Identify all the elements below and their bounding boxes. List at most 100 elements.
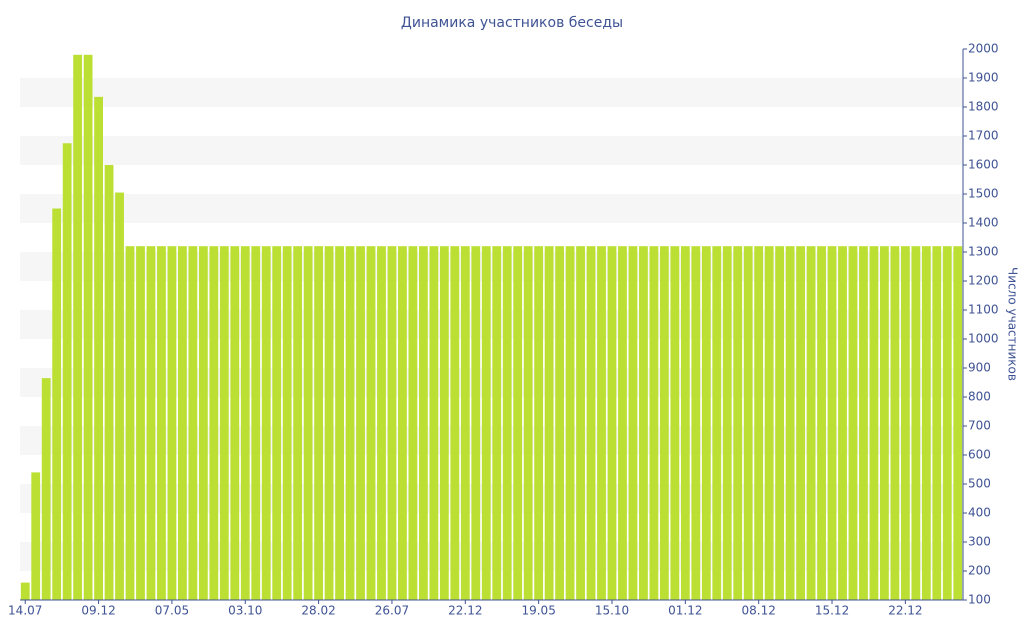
bar — [418, 246, 428, 600]
bar — [764, 246, 774, 600]
bar — [356, 246, 365, 600]
chart-title: Динамика участников беседы — [401, 15, 623, 31]
grid-band — [20, 252, 963, 281]
bar — [261, 246, 271, 600]
bar — [73, 54, 83, 601]
y-tick-label: 1000 — [968, 332, 999, 346]
x-tick-label: 28.02 — [301, 604, 335, 618]
bar — [219, 246, 229, 600]
x-tick-label: 01.12 — [668, 604, 702, 618]
y-tick-label: 2000 — [968, 42, 999, 56]
bar — [921, 246, 931, 600]
y-tick-label: 1100 — [968, 303, 999, 317]
bar — [115, 192, 124, 601]
bar — [125, 246, 135, 600]
grid-band — [20, 542, 963, 571]
bar — [953, 246, 963, 600]
bar — [607, 246, 617, 600]
bar — [167, 246, 177, 600]
grid-band — [20, 136, 963, 165]
y-tick-label: 100 — [968, 593, 991, 607]
x-tick-label: 26.07 — [375, 604, 409, 618]
bar — [324, 246, 334, 600]
bar — [345, 246, 355, 600]
bar — [817, 246, 826, 600]
x-tick-label: 03.10 — [228, 604, 262, 618]
bar — [513, 246, 523, 600]
bar — [597, 246, 606, 600]
bar — [335, 246, 344, 600]
bar — [282, 246, 292, 600]
bar — [460, 246, 470, 600]
bar — [900, 246, 910, 600]
bar — [639, 246, 648, 600]
bar — [680, 246, 690, 600]
bar — [387, 246, 397, 600]
bar — [555, 246, 565, 600]
bar — [251, 246, 261, 600]
bar — [827, 246, 837, 600]
bar — [398, 246, 407, 600]
bar — [481, 246, 491, 600]
bar — [62, 143, 72, 600]
grid-band — [20, 310, 963, 339]
bar — [146, 246, 156, 600]
y-tick-label: 200 — [968, 564, 991, 578]
bar — [83, 54, 93, 601]
bar — [848, 246, 858, 600]
bar — [691, 246, 701, 600]
bar — [838, 246, 847, 600]
bar — [188, 246, 198, 600]
bar — [796, 246, 805, 600]
bar — [31, 472, 41, 600]
bar — [198, 246, 208, 600]
bar — [932, 246, 942, 600]
grid-band — [20, 194, 963, 223]
bar — [628, 246, 638, 600]
bar — [408, 246, 418, 600]
x-tick-label: 15.10 — [595, 604, 629, 618]
bar — [880, 246, 889, 600]
x-tick-label: 22.12 — [448, 604, 482, 618]
y-tick-label: 1500 — [968, 187, 999, 201]
bar — [492, 246, 502, 600]
y-tick-label: 1200 — [968, 274, 999, 288]
bar — [314, 246, 324, 600]
bar — [178, 246, 187, 600]
y-tick-label: 300 — [968, 535, 991, 549]
bar — [523, 246, 533, 600]
y-tick-label: 1800 — [968, 100, 999, 114]
bar — [104, 165, 114, 600]
bar — [586, 246, 596, 600]
bar — [41, 378, 51, 600]
x-tick-label: 19.05 — [521, 604, 555, 618]
bar — [576, 246, 585, 600]
x-tick-label: 22.12 — [888, 604, 922, 618]
grid-band — [20, 484, 963, 513]
bar — [544, 246, 554, 600]
bar — [722, 246, 732, 600]
y-axis-title: Число участников — [1006, 267, 1020, 381]
bar — [429, 246, 439, 600]
bar — [502, 246, 512, 600]
y-tick-label: 500 — [968, 477, 991, 491]
bar — [534, 246, 544, 600]
bar — [869, 246, 879, 600]
bar — [942, 246, 952, 600]
grid-band — [20, 78, 963, 107]
grid-band — [20, 426, 963, 455]
y-tick-label: 600 — [968, 448, 991, 462]
y-tick-label: 700 — [968, 419, 991, 433]
bar — [701, 246, 711, 600]
bar — [209, 246, 219, 600]
y-tick-label: 900 — [968, 361, 991, 375]
bar — [94, 96, 103, 600]
grid-band — [20, 368, 963, 397]
y-tick-label: 1900 — [968, 71, 999, 85]
y-tick-label: 1700 — [968, 129, 999, 143]
bar — [52, 208, 62, 600]
bar — [743, 246, 753, 600]
bar — [565, 246, 575, 600]
bar — [649, 246, 659, 600]
